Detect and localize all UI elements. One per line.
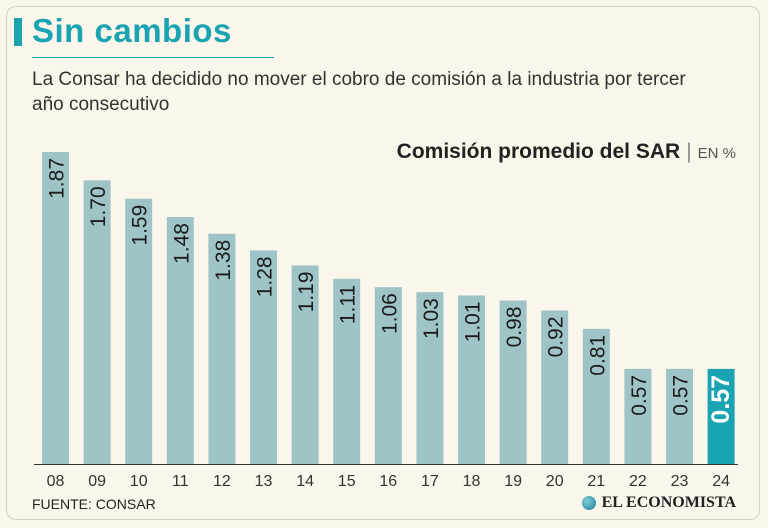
data-label-12: 1.38	[212, 240, 235, 281]
brand-logo: EL ECONOMISTA	[581, 494, 736, 512]
brand-globe-icon	[581, 496, 596, 510]
bar-08	[42, 152, 69, 464]
bar-12	[208, 233, 236, 464]
card-frame	[6, 6, 760, 520]
bar-24	[707, 368, 735, 464]
data-label-09: 1.70	[87, 186, 110, 227]
x-tick-08: 08	[47, 473, 65, 490]
x-tick-14: 14	[296, 473, 314, 490]
x-tick-10: 10	[130, 473, 148, 490]
page-title: Sin cambios	[32, 12, 232, 49]
data-label-20: 0.92	[545, 317, 568, 358]
brand-name: EL ECONOMISTA	[601, 494, 736, 511]
bar-10	[125, 198, 153, 464]
x-tick-22: 22	[629, 473, 647, 490]
bar-13	[250, 250, 277, 464]
bar-21	[582, 328, 610, 464]
x-tick-21: 21	[587, 473, 605, 490]
x-tick-23: 23	[671, 473, 689, 490]
x-tick-12: 12	[213, 473, 231, 490]
x-tick-19: 19	[504, 473, 522, 490]
data-label-14: 1.19	[295, 271, 318, 312]
title-underline	[32, 57, 274, 58]
x-tick-24: 24	[712, 473, 730, 490]
data-label-19: 0.98	[503, 306, 526, 347]
bar-17	[416, 292, 444, 464]
data-label-18: 1.01	[462, 301, 485, 342]
data-label-17: 1.03	[420, 298, 443, 339]
bar-20	[541, 310, 569, 464]
x-tick-13: 13	[255, 473, 273, 490]
data-label-13: 1.28	[254, 256, 277, 297]
x-tick-17: 17	[421, 473, 439, 490]
data-label-10: 1.59	[129, 205, 152, 246]
data-label-16: 1.06	[378, 293, 401, 334]
bar-09	[83, 180, 111, 464]
bar-16	[374, 287, 402, 464]
bar-18	[458, 295, 485, 464]
x-tick-09: 09	[88, 473, 106, 490]
x-tick-20: 20	[546, 473, 564, 490]
x-tick-18: 18	[463, 473, 481, 490]
data-label-08: 1.87	[46, 158, 69, 199]
chart-heading-separator: |	[686, 140, 692, 163]
x-tick-11: 11	[172, 473, 189, 490]
bar-15	[333, 278, 361, 464]
title-accent-bar	[14, 18, 22, 46]
source-note: FUENTE: CONSAR	[32, 496, 156, 512]
bar-23	[666, 368, 693, 464]
bar-22	[624, 368, 652, 464]
bar-14	[291, 265, 319, 464]
data-label-11: 1.48	[170, 223, 193, 264]
bar-11	[166, 217, 194, 464]
chart-title: Comisión promedio del SAR	[396, 140, 681, 163]
x-tick-15: 15	[338, 473, 356, 490]
subtitle: La Consar ha decidido no mover el cobro …	[32, 69, 686, 115]
data-label-24: 0.57	[707, 375, 735, 424]
chart-unit: EN %	[697, 145, 736, 162]
data-label-22: 0.57	[628, 375, 651, 416]
data-label-15: 1.11	[337, 285, 360, 324]
x-tick-16: 16	[379, 473, 397, 490]
data-label-21: 0.81	[586, 335, 609, 376]
chart-heading: Comisión promedio del SAR | EN %	[397, 140, 736, 164]
bar-19	[499, 300, 527, 464]
data-label-23: 0.57	[670, 375, 693, 416]
